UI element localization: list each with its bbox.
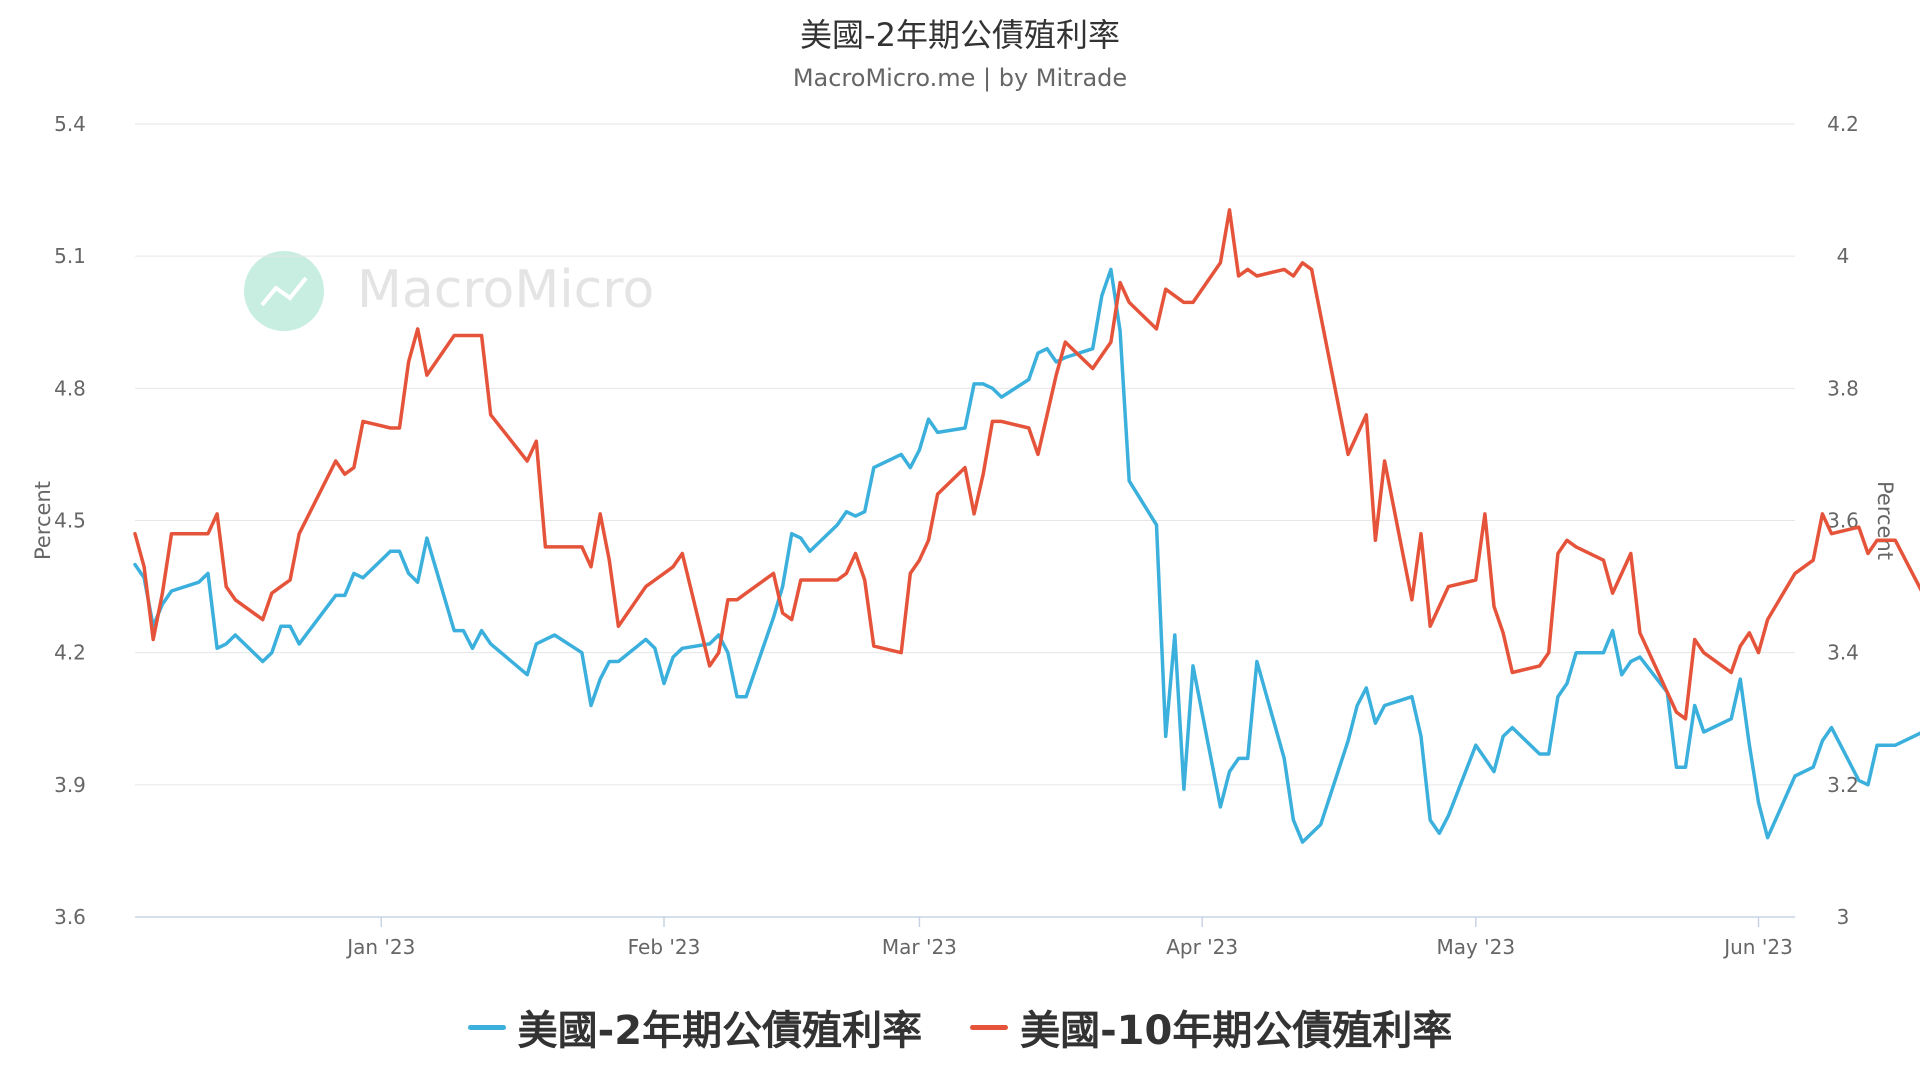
legend-swatch-2y (467, 1024, 506, 1030)
y-left-tick-label: 5.1 (54, 244, 86, 268)
watermark-logo-icon (244, 251, 324, 331)
y-right-tick-label: 3.4 (1827, 641, 1859, 665)
legend-label-2y: 美國-2年期公債殖利率 (517, 1008, 923, 1054)
y-left-tick-label: 4.2 (54, 641, 86, 665)
y-left-tick-label: 4.5 (54, 509, 86, 533)
y-left-tick-label: 3.6 (54, 905, 86, 929)
legend: 美國-2年期公債殖利率 美國-10年期公債殖利率 (0, 998, 1920, 1056)
x-tick-label: Apr '23 (1166, 935, 1238, 959)
series-line-2y (133, 267, 1920, 844)
series-line-10y (133, 208, 1920, 721)
watermark-logo (244, 251, 324, 331)
y-right-tick-label: 4.2 (1827, 112, 1859, 136)
y-right-axis-title: Percent (1873, 481, 1897, 560)
y-left-tick-label: 5.4 (54, 112, 86, 136)
y-right-tick-label: 3 (1837, 905, 1850, 929)
legend-label-10y: 美國-10年期公債殖利率 (1020, 1008, 1453, 1054)
x-tick-label: Feb '23 (628, 935, 701, 959)
y-left-axis-title: Percent (31, 481, 55, 560)
watermark-zigzag-icon (260, 276, 308, 307)
y-right-tick-label: 3.2 (1827, 773, 1859, 797)
legend-item-2y[interactable]: 美國-2年期公債殖利率 (467, 998, 923, 1056)
legend-item-10y[interactable]: 美國-10年期公債殖利率 (970, 998, 1452, 1056)
x-tick-label: Jun '23 (1722, 935, 1793, 959)
y-left-tick-label: 4.8 (54, 376, 86, 400)
y-right-tick-label: 3.8 (1827, 376, 1859, 400)
x-tick-label: May '23 (1436, 935, 1515, 959)
y-right-tick-label: 4 (1837, 244, 1850, 268)
x-tick-label: Mar '23 (882, 935, 957, 959)
watermark-text: MacroMicro (357, 260, 654, 320)
legend-swatch-10y (970, 1024, 1009, 1030)
chart-title: 美國-2年期公債殖利率 (800, 16, 1120, 54)
y-left-tick-label: 3.9 (54, 773, 86, 797)
chart-subtitle: MacroMicro.me | by Mitrade (792, 64, 1128, 92)
x-tick-label: Jan '23 (345, 935, 415, 959)
